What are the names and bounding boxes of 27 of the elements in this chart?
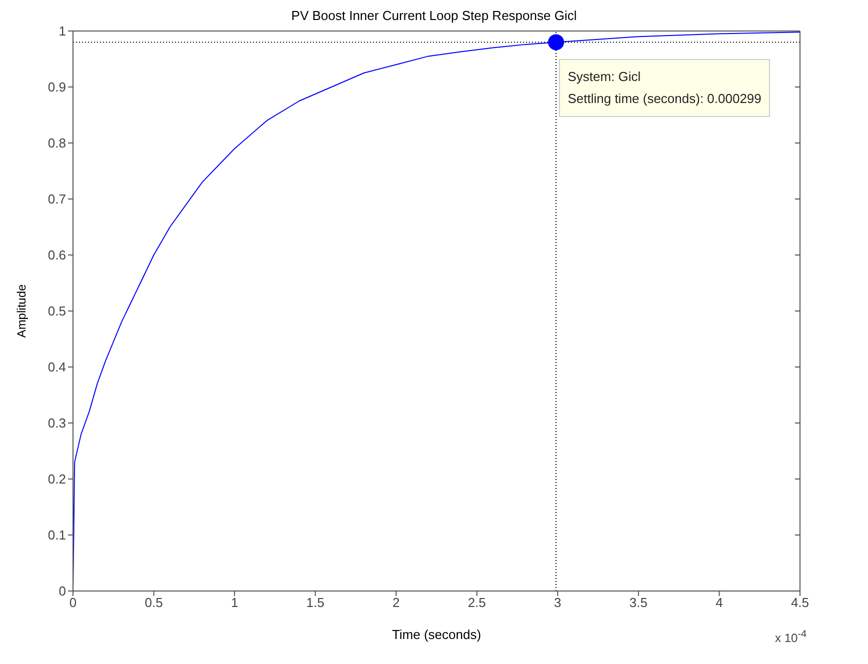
chart-title: PV Boost Inner Current Loop Step Response Gicl [291,8,577,23]
x-tick-label: 1.5 [306,595,324,610]
x-tick-label: 4.5 [790,595,810,610]
y-tick-label: 0.7 [48,192,66,207]
x-tick-label: 3 [554,595,562,610]
y-tick-label: 0.4 [48,360,66,375]
x-axis-title: Time (seconds) [392,627,482,642]
annotation: System: Gicl [568,68,642,86]
y-tick-label: 0.3 [48,416,66,431]
y-tick-label: 0.8 [48,136,66,151]
y-tick-label: 1 [58,24,66,39]
y-tick-label: 0.2 [48,472,66,487]
x-tick-label: 4 [716,595,723,610]
text: x 10$^{-4}$ [775,629,807,645]
y-axis-title: Amplitude [14,284,28,338]
y-tick-label: 0.5 [48,304,66,319]
x-tick-label: 3.5 [629,595,648,610]
x-tick-label: 1 [230,595,238,610]
y-tick-label: 0.9 [48,80,66,95]
x-tick-label: 0.5 [144,595,163,610]
x-tick-label: 0 [69,595,77,610]
y-tick-label: 0.1 [48,528,66,543]
annotation: Settling time (seconds): 0.000299 [568,90,762,108]
y-tick-label: 0 [58,584,66,599]
x-tick-label: 2 [392,595,400,610]
y-tick-label: 0.6 [48,248,66,263]
x-tick-label: 2.5 [468,595,486,610]
